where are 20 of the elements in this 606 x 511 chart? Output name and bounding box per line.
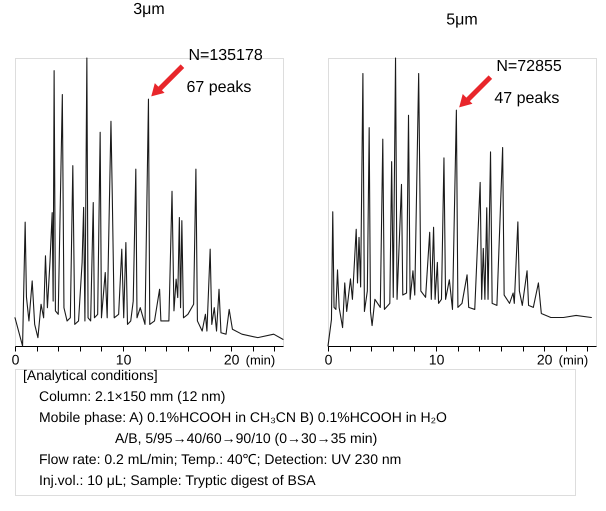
x-axis-title: (min) [246, 352, 276, 368]
x-tick-label: 0 [12, 352, 20, 368]
annotation: N=72855 [496, 58, 562, 76]
annotation: N=135178 [188, 47, 263, 64]
x-tick-label: 20 [224, 352, 240, 368]
text: A/B, 5/95→40/60→90/10 (0→30→35 min) [115, 430, 378, 446]
x-tick-label: 0 [324, 352, 333, 368]
chart-title: 5μm [446, 11, 478, 28]
text: [Analytical conditions] [23, 367, 158, 383]
x-tick-label: 10 [116, 352, 132, 368]
x-axis-title: (min) [558, 352, 588, 368]
text: Inj.vol.: 10 μL; Sample: Tryptic digest of BSA [39, 472, 316, 488]
text: Column: 2.1×150 mm (12 nm) [39, 388, 226, 404]
chart-title: 3μm [133, 1, 165, 18]
x-tick-label: 10 [428, 352, 445, 368]
text: Mobile phase: A) 0.1%HCOOH in CH₃CN B) 0.1%HCOOH in H₂O [39, 409, 448, 425]
x-tick-label: 20 [536, 352, 553, 368]
text: Flow rate: 0.2 mL/min; Temp.: 40℃; Detection: UV 230 nm [39, 451, 402, 467]
annotation: 47 peaks [494, 90, 560, 108]
annotation: 67 peaks [186, 79, 252, 96]
